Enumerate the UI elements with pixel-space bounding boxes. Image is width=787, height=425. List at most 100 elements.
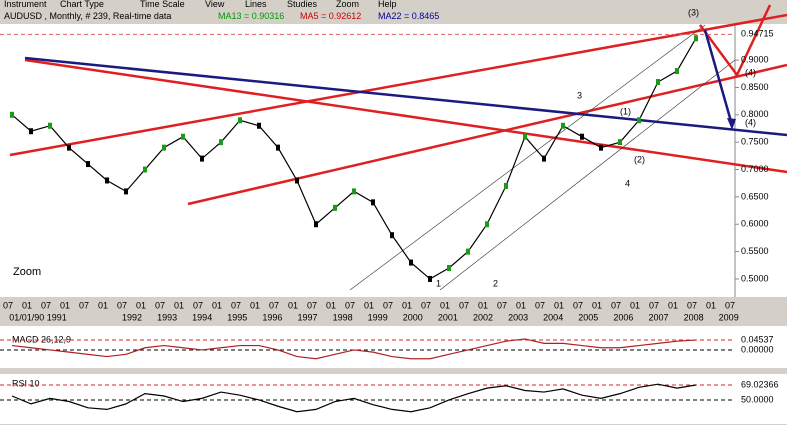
ma5-label: MA5 = 0.92612: [300, 11, 362, 21]
y-tick-label: 0.9000: [741, 54, 769, 64]
rsi-line: [11, 383, 697, 413]
rsi-title: RSI 10: [12, 378, 40, 388]
x-tick-label: 01: [554, 300, 564, 310]
price-bar: [390, 232, 394, 239]
x-tick-label: 01: [516, 300, 526, 310]
x-tick-label: 01: [288, 300, 298, 310]
x-tick-label: 01: [212, 300, 222, 310]
y-tick-label: 0.8500: [741, 82, 769, 92]
price-bar: [409, 259, 413, 266]
x-tick-label: 07: [155, 300, 165, 310]
projection-arrow: [703, 29, 734, 126]
level-label: 50.0000: [741, 394, 774, 404]
x-tick-label: 01: [60, 300, 70, 310]
x-tick-label: 07: [41, 300, 51, 310]
x-tick-label: 07: [687, 300, 697, 310]
price-panel: [0, 24, 787, 297]
x-year-label: 2003: [508, 312, 528, 322]
x-tick-label: 07: [3, 300, 13, 310]
price-bar: [656, 78, 660, 85]
chart-header: AUDUSD , Monthly, # 239, Real-time data …: [0, 10, 787, 22]
price-bar: [618, 139, 622, 146]
x-tick-label: 07: [345, 300, 355, 310]
x-tick-label: 07: [649, 300, 659, 310]
x-tick-label: 01: [22, 300, 32, 310]
arrow-head: [727, 118, 736, 130]
price-bar: [352, 188, 356, 195]
price-bar: [504, 182, 508, 189]
price-bar: [314, 221, 318, 228]
y-tick-label: 0.5500: [741, 246, 769, 256]
price-bar: [143, 166, 147, 173]
price-bar: [637, 117, 641, 124]
price-bar: [694, 35, 698, 42]
trend-line: [24, 56, 787, 137]
price-bar: [447, 265, 451, 272]
price-bar: [67, 144, 71, 151]
x-year-label: 1999: [368, 312, 388, 322]
macd-line: [11, 338, 697, 360]
menu-item[interactable]: Help: [378, 0, 397, 9]
x-tick-label: 01: [592, 300, 602, 310]
x-tick-label: 01: [364, 300, 374, 310]
x-year-label: 2001: [438, 312, 458, 322]
x-tick-label: 01: [706, 300, 716, 310]
x-year-label: 1996: [262, 312, 282, 322]
price-bar: [428, 275, 432, 282]
x-tick-label: 01: [668, 300, 678, 310]
y-tick-label: 0.7500: [741, 137, 769, 147]
price-bar: [257, 122, 261, 129]
x-year-label: 1994: [192, 312, 212, 322]
x-tick-label: 01: [478, 300, 488, 310]
menu-item[interactable]: Chart Type: [60, 0, 104, 9]
x-tick-label: 07: [497, 300, 507, 310]
price-bar: [371, 199, 375, 206]
y-tick-label: 0.5000: [741, 273, 769, 283]
y-tick-label: 0.6000: [741, 219, 769, 229]
price-bar: [10, 111, 14, 118]
x-tick-label: 07: [307, 300, 317, 310]
menu-item[interactable]: Zoom: [336, 0, 360, 9]
price-bar: [561, 122, 565, 129]
x-year-label: 2009: [719, 312, 739, 322]
menu-item[interactable]: Lines: [245, 0, 267, 9]
x-tick-label: 01: [174, 300, 184, 310]
x-tick-label: 01: [326, 300, 336, 310]
trend-line: [24, 58, 787, 174]
wave-label: (3): [688, 7, 699, 17]
level-label: 0.00000: [741, 344, 774, 354]
x-year-label: 1992: [122, 312, 142, 322]
ma22-label: MA22 = 0.8465: [378, 11, 440, 21]
x-year-label: 2007: [648, 312, 668, 322]
wave-label: 4: [625, 178, 630, 188]
wave-label: (1): [620, 106, 631, 116]
price-bar: [124, 188, 128, 195]
macd-panel: [0, 326, 787, 368]
price-bar: [105, 177, 109, 184]
x-tick-label: 07: [269, 300, 279, 310]
y-tick-label: 0.6500: [741, 191, 769, 201]
x-year-label: 1998: [333, 312, 353, 322]
price-bar: [580, 133, 584, 140]
x-year-label: 01/01/90 1991: [9, 312, 67, 322]
trend-line: [9, 13, 787, 157]
menu-item[interactable]: Time Scale: [140, 0, 185, 9]
price-bar: [523, 133, 527, 140]
x-tick-label: 07: [611, 300, 621, 310]
trend-line: [187, 63, 787, 206]
wave-label: (4): [745, 67, 756, 77]
price-bar: [276, 144, 280, 151]
x-tick-label: 01: [630, 300, 640, 310]
menu-item[interactable]: Studies: [287, 0, 318, 9]
menu-item[interactable]: View: [205, 0, 225, 9]
wave-label: (4): [745, 117, 756, 127]
x-tick-label: 01: [440, 300, 450, 310]
x-tick-label: 01: [402, 300, 412, 310]
x-year-label: 2004: [543, 312, 563, 322]
x-tick-label: 07: [535, 300, 545, 310]
x-tick-label: 01: [98, 300, 108, 310]
menu-item[interactable]: Instrument: [4, 0, 47, 9]
rsi-panel: [0, 374, 787, 424]
x-tick-label: 07: [79, 300, 89, 310]
